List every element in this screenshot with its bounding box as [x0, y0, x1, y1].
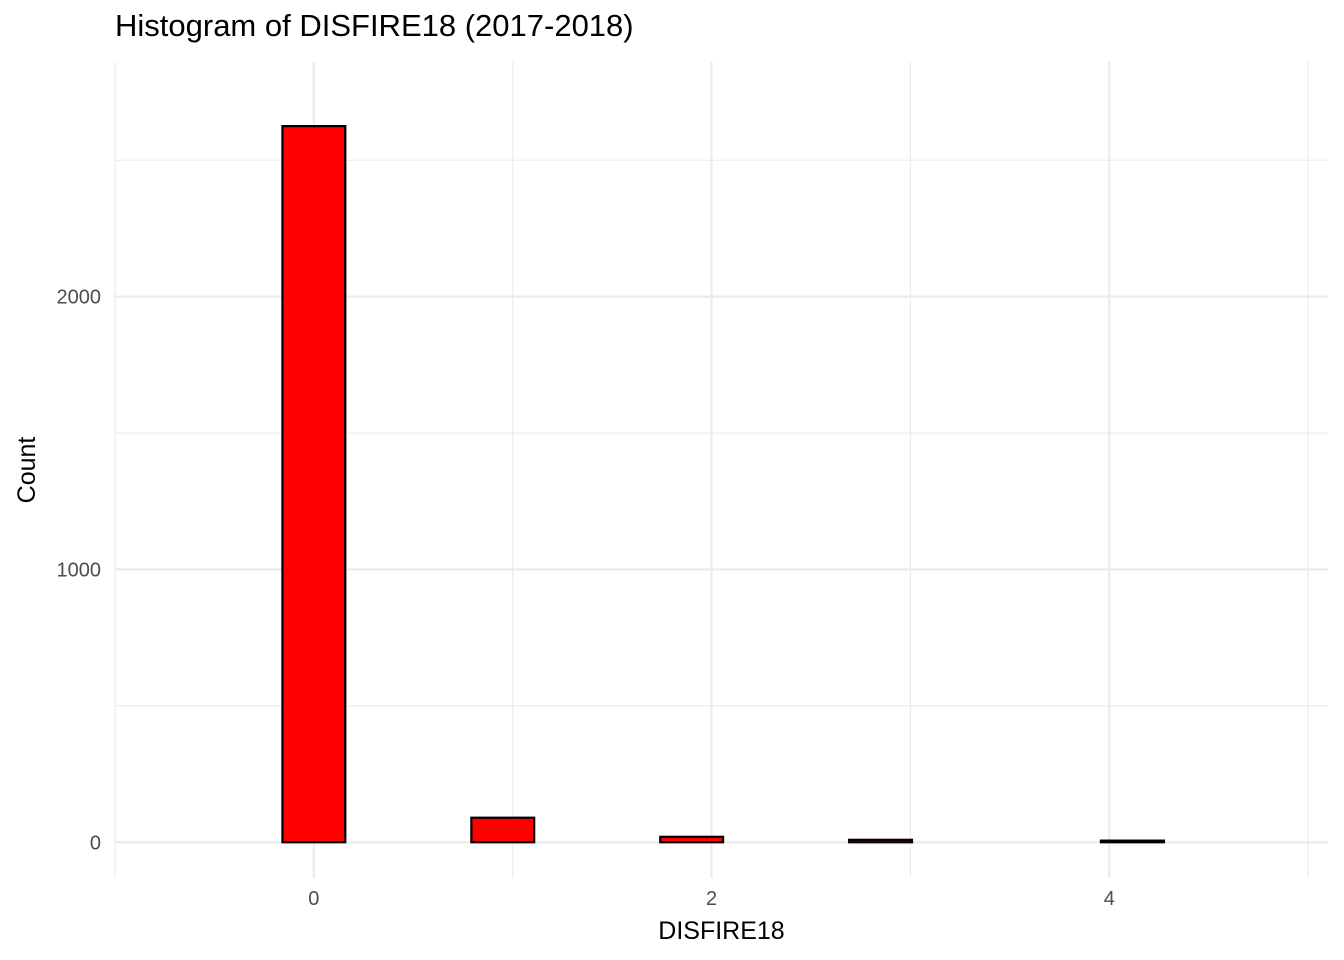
histogram-bar [470, 816, 536, 844]
y-axis-title: Count [13, 437, 41, 504]
histogram-bar [848, 838, 914, 844]
histogram-bar [1099, 839, 1166, 844]
chart-title: Histogram of DISFIRE18 (2017-2018) [115, 8, 634, 43]
y-tick-label: 2000 [57, 287, 102, 309]
y-tick-label: 0 [90, 832, 101, 854]
x-axis-title: DISFIRE18 [658, 917, 784, 945]
y-tick-label: 1000 [57, 559, 102, 581]
x-tick-label: 0 [308, 888, 319, 910]
histogram-bar [659, 835, 725, 844]
x-tick-label: 4 [1104, 888, 1115, 910]
bars-layer [281, 125, 1166, 844]
x-tick-label: 2 [706, 888, 717, 910]
tick-labels: 0 2 4 0 1000 2000 [57, 287, 1115, 910]
histogram-bar [281, 125, 347, 844]
